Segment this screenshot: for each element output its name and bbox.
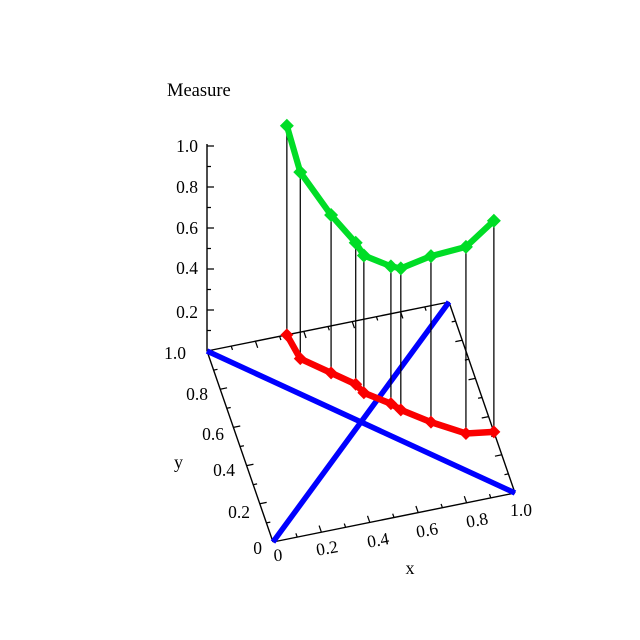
y-axis-mirror-tick [494, 454, 502, 457]
y-axis-mirror-tick [477, 396, 483, 399]
measure-point-marker [279, 118, 294, 133]
y-axis-tick [226, 406, 231, 409]
y-axis-tick [246, 463, 254, 467]
measure-point-marker [458, 239, 473, 254]
z-axis-title: Measure [167, 81, 231, 101]
measure-point-marker [423, 249, 438, 264]
y-tick-label-0: 0 [253, 538, 262, 558]
measure-point-marker [383, 259, 398, 274]
x-tick-label-1.0: 1.0 [510, 500, 532, 520]
y-tick-label-0.8: 0.8 [186, 384, 208, 404]
x-axis-tick [318, 525, 322, 533]
y-axis-tick [253, 483, 258, 486]
x-axis-tick [295, 533, 298, 538]
measure-point-marker [356, 248, 371, 263]
x-axis-tick [415, 505, 419, 513]
path-point-marker [293, 352, 307, 366]
y-axis-mirror-tick [504, 473, 509, 476]
x-tick-label-0: 0 [272, 544, 284, 566]
x-axis-mirror-tick [375, 316, 379, 321]
y-axis-mirror-tick [455, 339, 463, 343]
path-point-marker [394, 403, 408, 417]
x-axis-tick [440, 503, 443, 508]
path-point-marker [280, 328, 294, 342]
x-axis-tick [366, 515, 371, 523]
measure-point-marker [348, 235, 363, 250]
x-axis-tick [463, 495, 468, 504]
path-point-marker [349, 377, 363, 391]
measure-curve [283, 122, 497, 272]
y-tick-label-0.2: 0.2 [228, 502, 250, 522]
y-tick-label-1.0: 1.0 [164, 343, 186, 363]
y-axis-mirror-tick [468, 377, 476, 381]
x-axis-mirror-tick [351, 321, 356, 329]
y-tick-label-0.6: 0.6 [202, 424, 224, 444]
path-point-marker [459, 426, 473, 440]
path-point-marker [324, 366, 338, 380]
z-tick-label-0.4: 0.4 [176, 258, 198, 278]
x-axis-mirror-tick [279, 336, 282, 341]
z-tick-label-0.8: 0.8 [176, 177, 198, 197]
x-axis-mirror-tick [303, 331, 307, 339]
path-point-marker [487, 425, 501, 439]
measure-point-marker [293, 165, 308, 180]
x-axis-mirror-tick [327, 326, 330, 331]
y-axis-tick [239, 445, 245, 448]
z-tick-label-0.2: 0.2 [176, 302, 198, 322]
path-point-marker [424, 415, 438, 429]
x-axis-label: x [405, 558, 415, 578]
y-axis-tick [220, 387, 228, 390]
measure-point-marker [393, 261, 408, 276]
y-axis-tick [259, 501, 267, 505]
base-diagonal-line [205, 348, 517, 496]
z-tick-label-0.6: 0.6 [176, 218, 198, 238]
y-axis-tick [233, 425, 241, 429]
y-axis-tick [266, 521, 271, 524]
y-axis-tick [213, 368, 218, 371]
x-axis-mirror-tick [254, 340, 259, 349]
path-curve [283, 331, 498, 437]
measure-point-marker [324, 208, 339, 223]
y-axis-mirror-tick [481, 415, 489, 419]
x-axis-tick [488, 493, 492, 499]
z-tick-label-1.0: 1.0 [176, 136, 198, 156]
y-tick-label-0.4: 0.4 [213, 460, 235, 480]
path-point-marker [357, 386, 371, 400]
y-axis-mirror-tick [451, 320, 456, 323]
path-point-marker [384, 397, 398, 411]
x-axis-mirror-tick [230, 345, 234, 351]
x-axis-mirror-tick [424, 306, 427, 311]
measure-point-marker [486, 213, 501, 228]
x-axis-tick [392, 513, 395, 518]
x-axis-tick [343, 523, 347, 528]
y-axis-label: y [174, 452, 183, 472]
